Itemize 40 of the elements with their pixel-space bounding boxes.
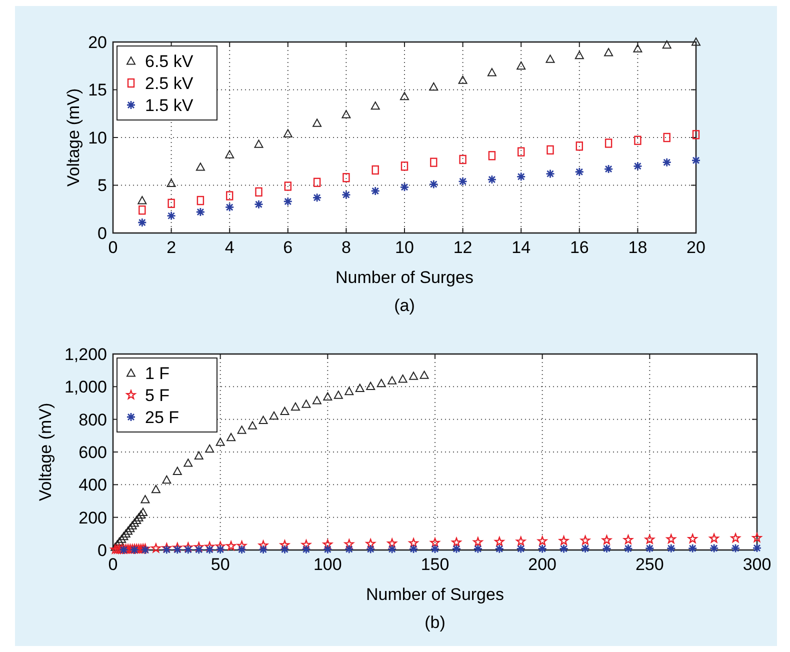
y-tick-label: 1,200 <box>64 344 107 364</box>
x-tick-label: 300 <box>742 555 772 574</box>
y-axis-title: Voltage (mV) <box>64 88 83 187</box>
x-tick-label: 100 <box>313 555 342 574</box>
x-tick-label: 14 <box>512 238 531 257</box>
x-axis-title: Number of Surges <box>366 585 504 604</box>
x-tick-label: 4 <box>224 238 234 257</box>
x-tick-label: 12 <box>453 238 472 257</box>
y-tick-label: 600 <box>78 442 107 462</box>
legend-label: 25 F <box>145 408 180 427</box>
x-tick-label: 2 <box>166 238 176 257</box>
x-tick-label: 250 <box>635 555 664 574</box>
x-tick-label: 18 <box>628 238 648 257</box>
legend-label: 2.5 kV <box>145 74 194 93</box>
y-tick-label: 10 <box>88 128 107 148</box>
y-tick-label: 400 <box>78 476 107 495</box>
text: (a) <box>394 296 415 315</box>
y-tick-label: 800 <box>78 410 107 430</box>
legend-label: 1 F <box>145 364 170 383</box>
y-tick-label: 1,000 <box>64 378 107 397</box>
x-tick-label: 50 <box>210 555 230 574</box>
y-tick-label: 15 <box>88 80 107 100</box>
y-tick-label: 5 <box>98 176 107 196</box>
y-tick-label: 20 <box>88 32 107 52</box>
legend-label: 1.5 kV <box>145 96 194 115</box>
x-tick-label: 16 <box>570 238 589 257</box>
y-tick-label: 0 <box>98 224 107 243</box>
x-tick-label: 10 <box>395 238 414 257</box>
x-tick-label: 150 <box>420 555 450 574</box>
y-tick-label: 200 <box>78 508 107 528</box>
x-tick-label: 6 <box>283 238 293 257</box>
x-tick-label: 200 <box>528 555 557 574</box>
y-axis-title: Voltage (mV) <box>36 402 55 502</box>
x-tick-label: 20 <box>686 238 706 257</box>
x-tick-label: 8 <box>341 238 351 257</box>
legend-label: 6.5 kV <box>145 52 194 71</box>
text: (b) <box>424 613 446 632</box>
x-axis-title: Number of Surges <box>336 268 474 287</box>
y-tick-label: 0 <box>98 540 107 560</box>
legend-label: 5 F <box>145 386 170 405</box>
